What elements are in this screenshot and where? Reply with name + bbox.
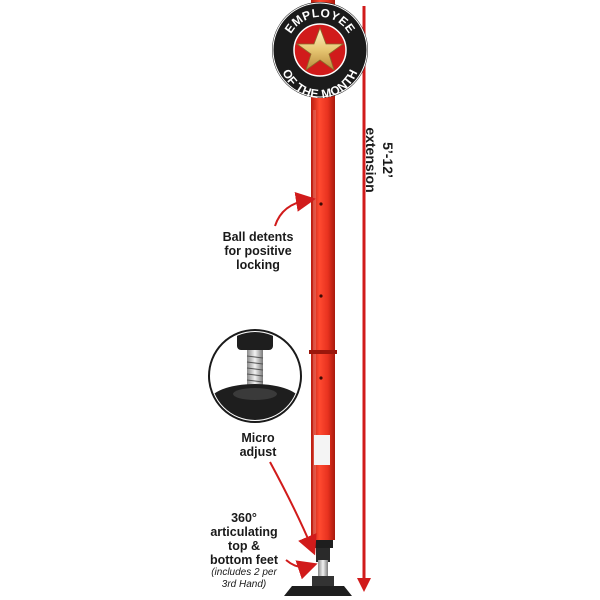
articulating-feet-label: 360° articulating top & bottom feet (inc… (198, 511, 290, 591)
detail-magnifier (208, 329, 302, 423)
micro-adjust-arrow (269, 461, 317, 556)
ball-detents-arrow (274, 191, 316, 227)
feet-note-2: 3rd Hand) (221, 579, 267, 590)
feet-note: (includes 2 per (211, 567, 277, 578)
star-icon (295, 26, 345, 72)
ball-detents-label: Ball detents for positive locking (222, 230, 294, 272)
micro-adjust-label: Micro adjust (239, 431, 277, 459)
extension-label: 5’-12’ extension (363, 127, 396, 193)
employee-of-month-badge: EMPLOYEE OF THE MONTH (272, 2, 368, 101)
extension-arrow (357, 6, 371, 592)
feet-arrow (285, 559, 318, 580)
